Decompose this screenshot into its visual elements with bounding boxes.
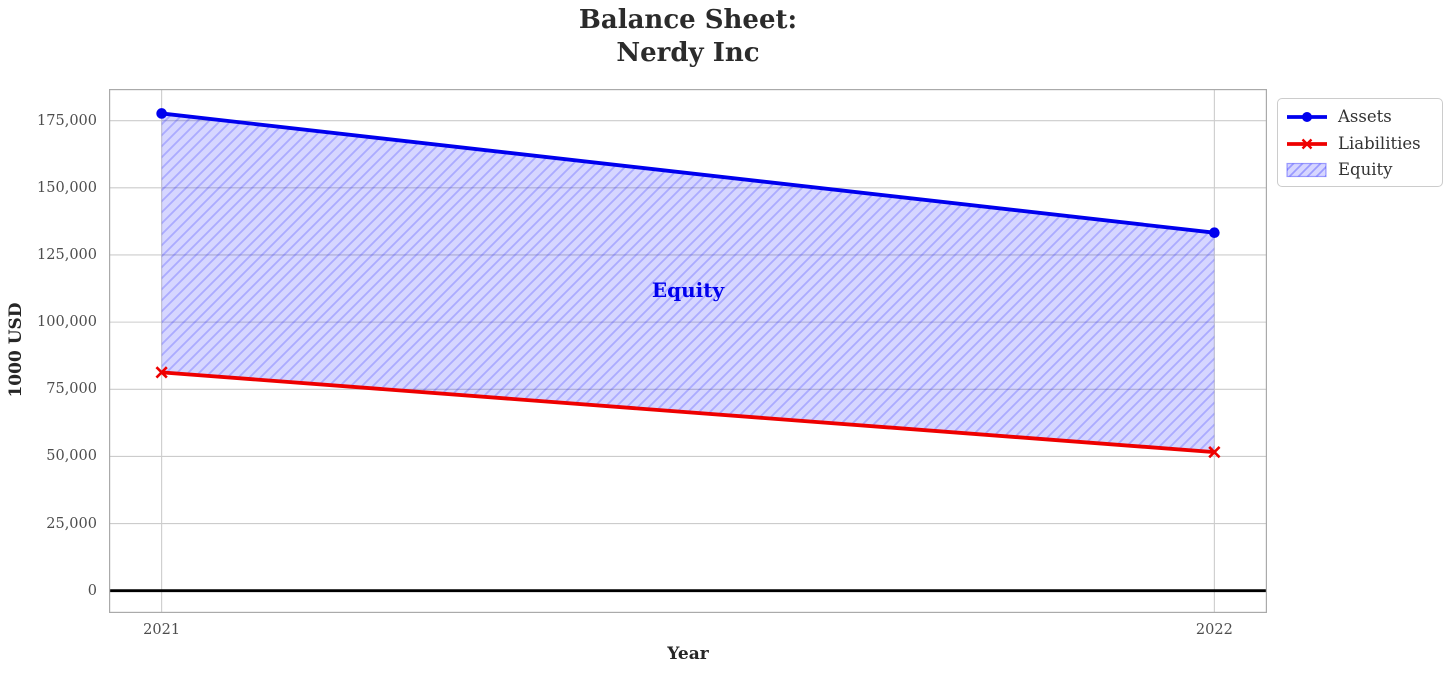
y-tick-label: 0: [87, 582, 97, 599]
assets-line: [161, 111, 1215, 235]
chart-title: Balance Sheet: Nerdy Inc: [109, 4, 1267, 70]
plot-area: [109, 89, 1267, 613]
y-tick-label: 25,000: [46, 515, 97, 532]
x-axis-label: Year: [667, 644, 709, 664]
legend: Assets Liabilities Equity: [1277, 98, 1443, 187]
legend-item-assets: Assets: [1286, 104, 1442, 131]
x-tick-label: 2021: [143, 622, 181, 638]
equity-patch-icon: [1286, 163, 1327, 178]
liabilities-marker: [1208, 446, 1221, 459]
liabilities-line: [161, 370, 1215, 455]
y-axis-label: 1000 USD: [6, 302, 26, 398]
legend-item-liabilities: Liabilities: [1286, 131, 1442, 158]
y-tick-label: 175,000: [37, 112, 97, 129]
legend-label-liabilities: Liabilities: [1338, 133, 1421, 153]
y-tick-label: 100,000: [37, 314, 97, 331]
legend-label-equity: Equity: [1338, 160, 1393, 179]
legend-label-assets: Assets: [1338, 107, 1392, 126]
equity-fill-area: [161, 113, 1215, 453]
y-tick-label: 50,000: [46, 448, 97, 465]
liabilities-line-icon: [1287, 138, 1327, 150]
assets-marker: [156, 108, 167, 119]
assets-marker: [1209, 227, 1220, 238]
legend-item-equity: Equity: [1286, 157, 1442, 184]
chart-title-line2: Nerdy Inc: [616, 38, 760, 68]
assets-line-icon: [1287, 112, 1327, 123]
y-tick-label: 75,000: [46, 381, 97, 398]
chart-title-line1: Balance Sheet:: [578, 5, 798, 35]
y-tick-label: 125,000: [37, 246, 97, 263]
y-tick-label: 150,000: [37, 179, 97, 196]
plot-border: [109, 89, 1267, 613]
equity-area-annotation: Equity: [651, 277, 725, 302]
x-tick-label: 2022: [1195, 622, 1233, 638]
liabilities-marker: [155, 366, 168, 379]
